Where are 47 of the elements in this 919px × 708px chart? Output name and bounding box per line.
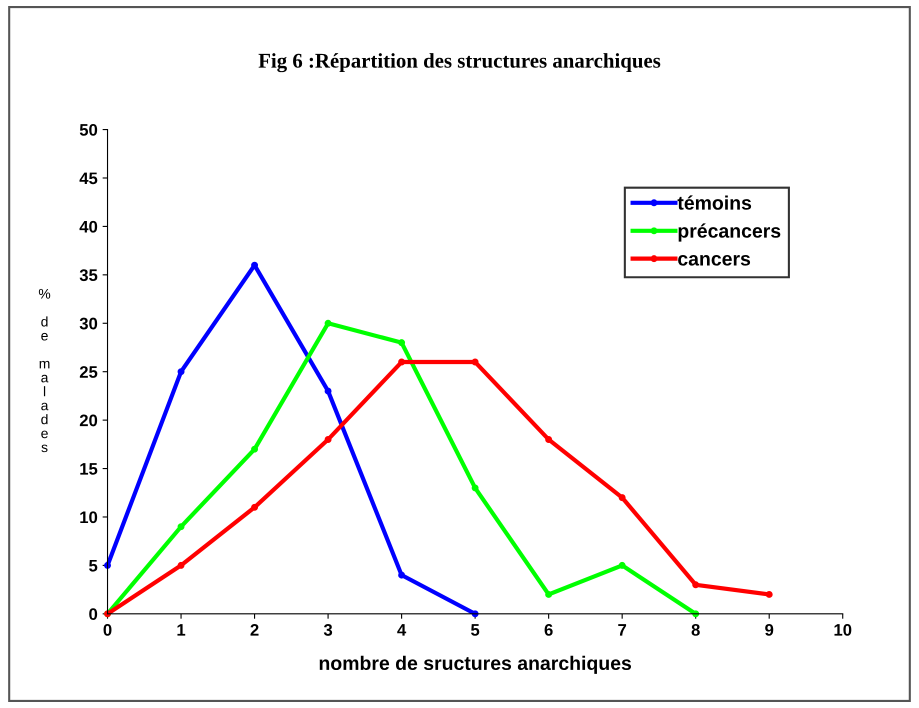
y-tick-label: 30 [80,318,98,330]
point [178,562,185,569]
point [472,358,479,366]
y-tick-label: 25 [80,366,98,378]
x-tick-label: 10 [834,624,852,636]
legend-label: précancers [678,223,780,242]
y-tick-label: 20 [80,414,98,426]
y-tick-label: 5 [89,560,98,572]
point [324,436,332,443]
legend-label: cancers [678,254,750,266]
chart-title: Fig 6 :Répartition des structures anarchiques [258,53,660,72]
x-tick-label: 5 [471,624,480,636]
point [618,562,626,569]
x-tick-label: 6 [544,624,553,636]
x-tick-label: 8 [692,624,700,636]
y-tick-label: 10 [80,511,98,524]
y-tick-label: 15 [80,463,98,475]
y-tick-label: 0 [89,608,98,620]
point [692,581,700,588]
point [472,484,479,492]
point [398,358,406,366]
point [766,590,773,598]
point [251,504,258,511]
x-tick-label: 4 [397,624,406,636]
y-tick-label: 35 [80,269,98,282]
x-tick-label: 9 [765,624,774,636]
y-tick-label: 50 [80,124,98,136]
point [398,339,406,346]
y-tick-label: 40 [80,220,98,233]
x-tick-label: 3 [324,624,332,636]
y-tick-label: 45 [80,172,98,184]
point [251,446,258,453]
x-tick-label: 0 [104,624,112,636]
text: % de malades [38,288,50,452]
x-tick-label: 1 [177,624,186,636]
point [398,572,406,579]
point [545,590,552,598]
point [618,494,626,502]
x-axis-title: nombre de sructures anarchiques [320,656,632,674]
point [178,523,185,530]
point [324,320,332,327]
point [545,436,552,443]
legend-label: témoins [678,195,752,210]
x-tick-label: 7 [618,624,626,636]
x-tick-label: 2 [250,624,259,636]
point [324,388,332,395]
point [178,368,185,376]
